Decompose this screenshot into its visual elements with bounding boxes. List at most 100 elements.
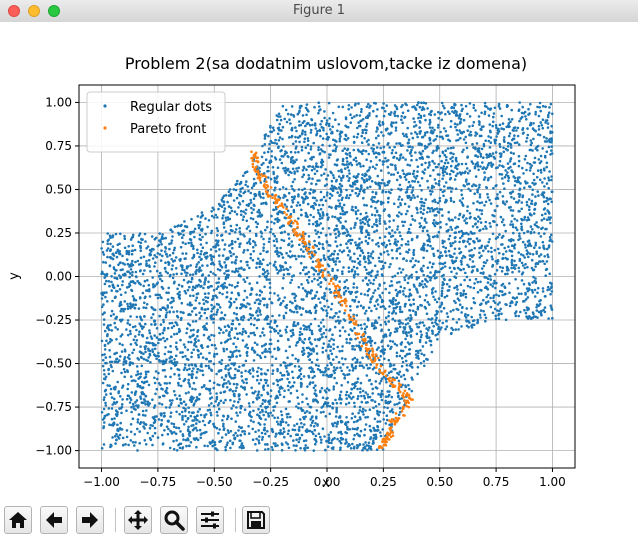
regular-dot: [381, 163, 385, 166]
regular-dot: [269, 130, 272, 133]
regular-dot: [373, 223, 376, 226]
regular-dot: [102, 369, 106, 372]
regular-dot: [429, 142, 432, 145]
regular-dot: [413, 264, 416, 267]
regular-dot: [212, 362, 216, 366]
regular-dot: [241, 199, 245, 203]
regular-dot: [432, 219, 436, 222]
regular-dot: [356, 397, 360, 401]
regular-dot: [291, 428, 295, 432]
regular-dot: [452, 152, 455, 156]
maximize-window-button[interactable]: [48, 5, 60, 17]
regular-dot: [324, 415, 328, 418]
regular-dot: [173, 364, 177, 367]
regular-dot: [130, 410, 133, 414]
regular-dot: [103, 373, 106, 376]
regular-dot: [255, 378, 259, 382]
regular-dot: [357, 192, 361, 196]
regular-dot: [333, 314, 336, 318]
regular-dot: [449, 310, 453, 313]
regular-dot: [408, 325, 412, 328]
regular-dot: [298, 333, 302, 337]
regular-dot: [126, 319, 130, 322]
regular-dot: [360, 249, 364, 252]
regular-dot: [201, 419, 205, 423]
regular-dot: [426, 179, 429, 183]
regular-dot: [449, 196, 453, 200]
regular-dot: [316, 179, 319, 182]
regular-dot: [163, 411, 166, 415]
regular-dot: [122, 363, 125, 366]
regular-dot: [218, 428, 221, 431]
regular-dot: [409, 198, 413, 202]
regular-dot: [504, 272, 507, 276]
regular-dot: [291, 201, 295, 204]
regular-dot: [253, 333, 257, 337]
regular-dot: [330, 194, 334, 197]
regular-dot: [359, 323, 363, 327]
regular-dot: [291, 167, 295, 171]
regular-dot: [539, 154, 543, 158]
regular-dot: [215, 392, 218, 395]
regular-dot: [434, 321, 437, 324]
regular-dot: [550, 286, 553, 290]
regular-dot: [413, 219, 417, 222]
regular-dot: [539, 253, 543, 256]
regular-dot: [213, 305, 216, 309]
regular-dot: [317, 283, 320, 286]
regular-dot: [516, 178, 520, 182]
regular-dot: [389, 347, 392, 351]
regular-dot: [457, 318, 461, 321]
regular-dot: [229, 224, 233, 228]
regular-dot: [102, 358, 105, 362]
regular-dot: [422, 208, 426, 211]
regular-dot: [386, 143, 390, 146]
regular-dot: [322, 373, 325, 377]
regular-dot: [105, 249, 109, 252]
regular-dot: [406, 194, 409, 198]
regular-dot: [410, 148, 413, 152]
regular-dot: [267, 414, 271, 417]
regular-dot: [348, 341, 351, 345]
regular-dot: [106, 255, 109, 259]
regular-dot: [406, 240, 410, 243]
regular-dot: [143, 427, 146, 430]
regular-dot: [212, 422, 215, 426]
regular-dot: [106, 247, 110, 250]
regular-dot: [359, 219, 362, 222]
regular-dot: [133, 248, 137, 252]
regular-dot: [127, 443, 130, 447]
regular-dot: [254, 390, 257, 393]
regular-dot: [366, 220, 369, 223]
regular-dot: [110, 275, 113, 278]
regular-dot: [170, 430, 173, 434]
regular-dot: [301, 175, 304, 179]
regular-dot: [528, 252, 532, 256]
regular-dot: [473, 240, 476, 244]
regular-dot: [323, 110, 326, 113]
regular-dot: [262, 413, 266, 417]
regular-dot: [534, 277, 537, 280]
regular-dot: [277, 128, 281, 132]
regular-dot: [365, 325, 369, 329]
regular-dot: [391, 149, 394, 152]
regular-dot: [328, 205, 331, 208]
regular-dot: [292, 274, 296, 277]
close-window-button[interactable]: [8, 5, 20, 17]
regular-dot: [315, 290, 319, 294]
regular-dot: [333, 249, 337, 253]
regular-dot: [404, 178, 408, 181]
regular-dot: [544, 212, 547, 215]
regular-dot: [373, 214, 377, 217]
regular-dot: [398, 308, 402, 311]
regular-dot: [351, 412, 354, 416]
regular-dot: [241, 379, 244, 382]
regular-dot: [228, 283, 231, 287]
regular-dot: [382, 241, 386, 245]
regular-dot: [346, 137, 350, 140]
minimize-window-button[interactable]: [28, 5, 40, 17]
regular-dot: [262, 201, 265, 205]
regular-dot: [269, 320, 273, 323]
regular-dot: [371, 199, 375, 203]
regular-dot: [326, 445, 330, 449]
